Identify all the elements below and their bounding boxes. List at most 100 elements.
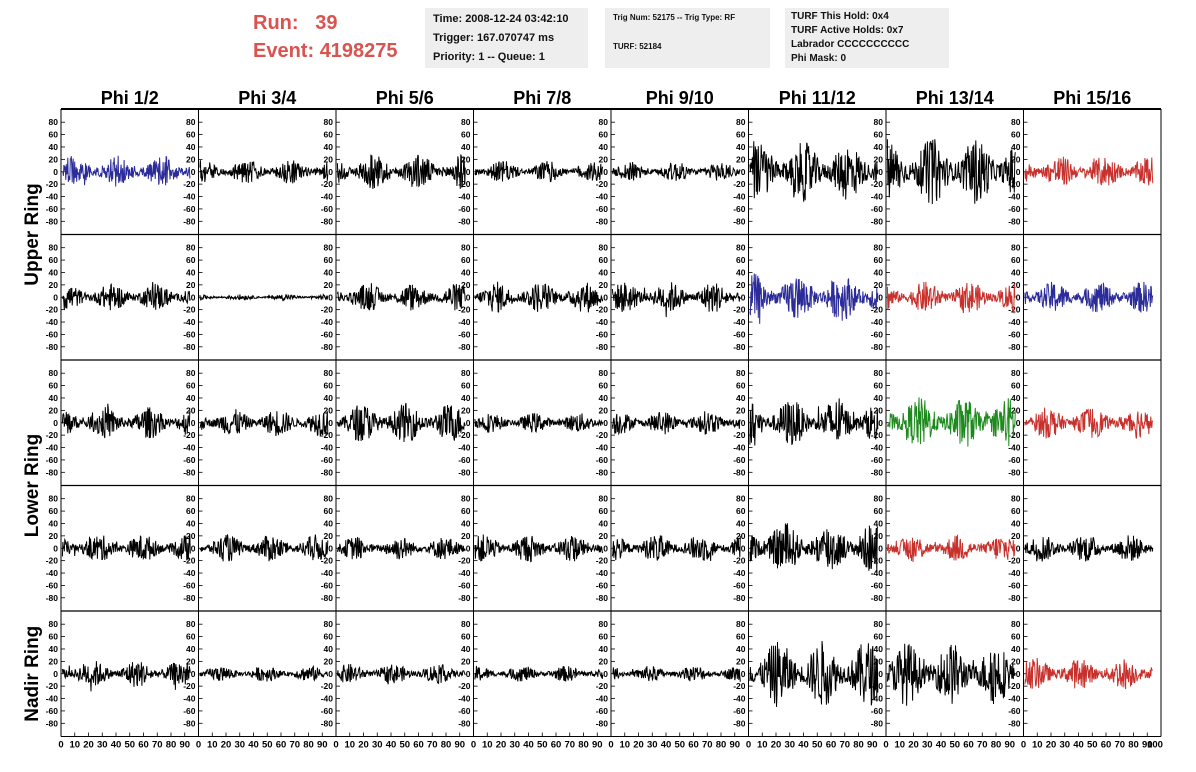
y-tick-label: 60 <box>461 130 471 140</box>
y-tick-label: -40 <box>596 694 609 704</box>
y-tick-label: -60 <box>871 706 884 716</box>
y-tick-label: 0 <box>878 167 883 177</box>
x-tick-label: 20 <box>221 740 232 751</box>
y-tick-label: -80 <box>596 593 609 603</box>
y-tick-label: 0 <box>1016 292 1021 302</box>
column-label: Phi 5/6 <box>376 88 434 108</box>
y-tick-label: 80 <box>461 117 471 127</box>
y-tick-label: 40 <box>599 267 609 277</box>
y-tick-label: 60 <box>324 255 334 265</box>
y-tick-label: -80 <box>733 342 746 352</box>
x-tick-label: 60 <box>688 740 699 751</box>
y-tick-label: -60 <box>596 706 609 716</box>
y-tick-label: 0 <box>53 167 58 177</box>
y-tick-label: 20 <box>186 405 196 415</box>
y-tick-label: 60 <box>49 632 59 642</box>
y-tick-label: -60 <box>183 329 196 339</box>
y-tick-label: -60 <box>458 204 471 214</box>
y-tick-label: 0 <box>328 167 333 177</box>
y-tick-label: 40 <box>186 518 196 528</box>
row-label: Upper Ring <box>22 183 43 285</box>
y-tick-label: 60 <box>186 255 196 265</box>
y-tick-label: 20 <box>1011 531 1021 541</box>
y-tick-label: 80 <box>1011 117 1021 127</box>
x-tick-label: 40 <box>248 740 259 751</box>
y-tick-label: -20 <box>183 305 196 315</box>
y-tick-label: -20 <box>596 430 609 440</box>
column-label: Phi 9/10 <box>646 88 714 108</box>
y-tick-label: -80 <box>46 718 59 728</box>
x-tick-label: 80 <box>853 740 864 751</box>
x-tick-label: 0 <box>746 740 751 751</box>
y-tick-label: 0 <box>328 669 333 679</box>
phi-mask-text: Phi Mask: 0 <box>791 53 847 64</box>
waveform-trace <box>749 398 879 446</box>
y-tick-label: -40 <box>183 694 196 704</box>
y-tick-label: 40 <box>736 518 746 528</box>
x-tick-label: 80 <box>303 740 314 751</box>
y-tick-label: -40 <box>871 443 884 453</box>
y-tick-label: 20 <box>324 531 334 541</box>
y-tick-label: -60 <box>321 204 334 214</box>
x-tick-label: 50 <box>674 740 685 751</box>
y-tick-label: 80 <box>461 243 471 253</box>
y-tick-label: -60 <box>733 329 746 339</box>
y-tick-label: 40 <box>599 142 609 152</box>
y-tick-label: -80 <box>458 718 471 728</box>
y-tick-label: -60 <box>321 455 334 465</box>
y-tick-label: -80 <box>871 342 884 352</box>
y-tick-label: -80 <box>1008 718 1021 728</box>
y-tick-label: 40 <box>461 267 471 277</box>
x-tick-label: 60 <box>138 740 149 751</box>
waveform-trace <box>336 664 466 685</box>
y-tick-label: -60 <box>596 204 609 214</box>
y-tick-label: -40 <box>183 568 196 578</box>
y-tick-label: -60 <box>1008 706 1021 716</box>
y-tick-label: -20 <box>1008 430 1021 440</box>
y-tick-label: 40 <box>49 267 59 277</box>
waveform-trace <box>199 534 329 562</box>
y-tick-label: -40 <box>596 568 609 578</box>
y-tick-label: -20 <box>183 681 196 691</box>
y-tick-label: -20 <box>46 305 59 315</box>
y-tick-label: -60 <box>871 580 884 590</box>
x-tick-label: 90 <box>454 740 465 751</box>
y-tick-label: 60 <box>1011 381 1021 391</box>
y-tick-label: 80 <box>186 494 196 504</box>
y-tick-label: 80 <box>599 243 609 253</box>
x-tick-label: 0 <box>608 740 613 751</box>
y-tick-label: 40 <box>49 644 59 654</box>
y-tick-label: -60 <box>1008 204 1021 214</box>
y-tick-label: 0 <box>466 292 471 302</box>
y-tick-label: 20 <box>874 154 884 164</box>
x-tick-label: 20 <box>633 740 644 751</box>
y-tick-label: -80 <box>321 216 334 226</box>
waveform-trace <box>886 139 1016 205</box>
y-tick-label: -60 <box>46 204 59 214</box>
y-tick-label: 40 <box>324 393 334 403</box>
y-tick-label: 60 <box>599 506 609 516</box>
y-tick-label: -80 <box>871 467 884 477</box>
y-tick-label: -80 <box>46 593 59 603</box>
y-tick-label: -40 <box>1008 568 1021 578</box>
y-tick-label: 80 <box>324 494 334 504</box>
y-tick-label: 80 <box>49 368 59 378</box>
y-tick-label: 20 <box>736 280 746 290</box>
y-tick-label: 80 <box>1011 368 1021 378</box>
y-tick-label: 80 <box>874 368 884 378</box>
x-tick-label: 10 <box>207 740 218 751</box>
y-tick-label: -60 <box>871 455 884 465</box>
y-tick-label: 20 <box>49 656 59 666</box>
x-tick-label: 80 <box>716 740 727 751</box>
y-tick-label: -60 <box>183 580 196 590</box>
y-tick-label: 20 <box>186 656 196 666</box>
y-tick-label: 80 <box>874 494 884 504</box>
x-tick-label: 50 <box>1087 740 1098 751</box>
y-tick-label: 20 <box>599 280 609 290</box>
x-tick-label: 60 <box>1101 740 1112 751</box>
y-tick-label: 0 <box>53 418 58 428</box>
y-tick-label: 20 <box>1011 154 1021 164</box>
y-tick-label: 60 <box>186 381 196 391</box>
y-tick-label: -60 <box>321 329 334 339</box>
y-tick-label: 40 <box>874 142 884 152</box>
